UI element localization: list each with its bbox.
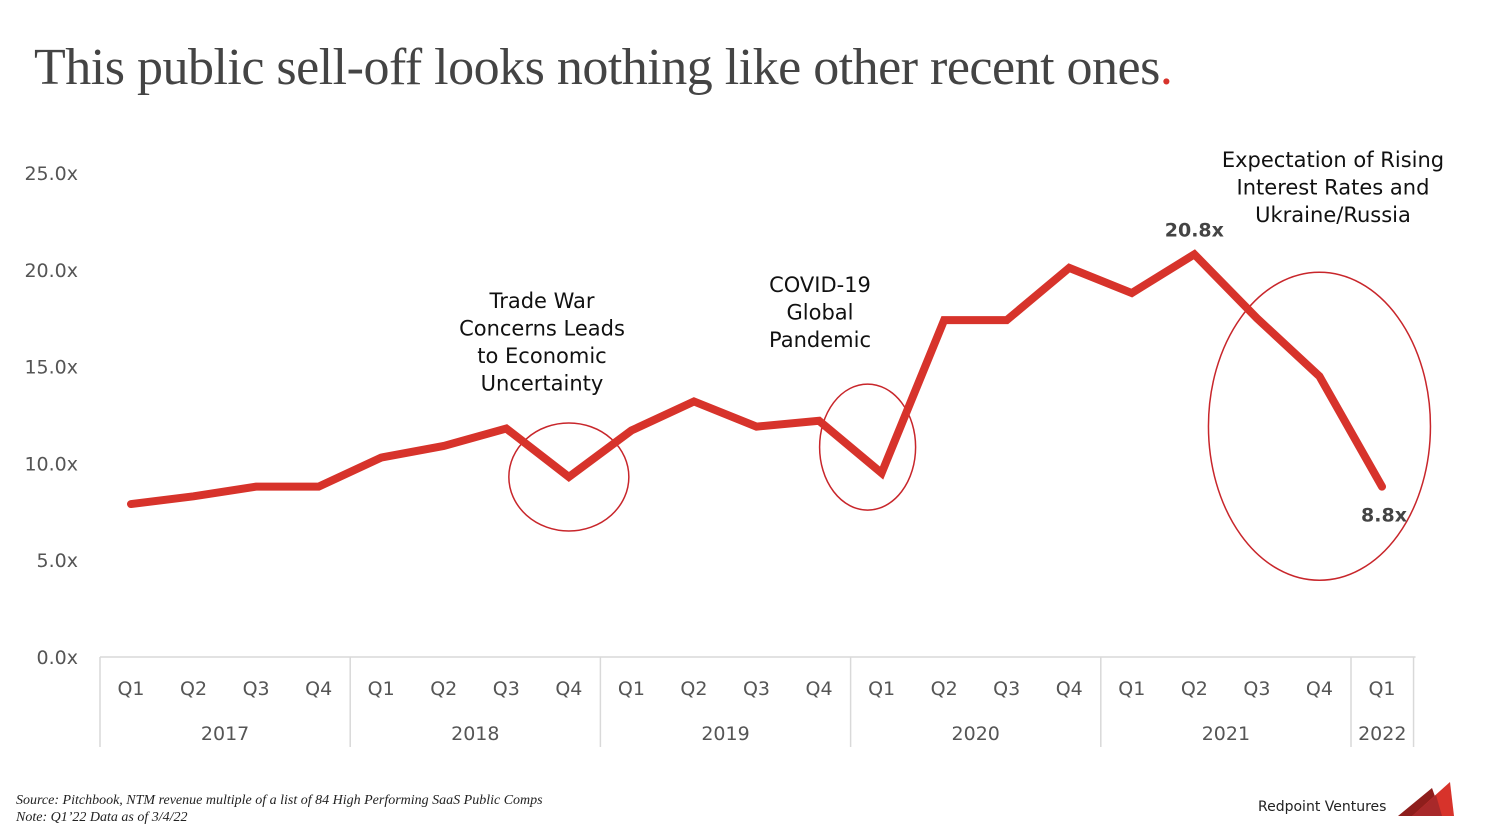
x-tick-label: Q1 xyxy=(1118,678,1145,700)
annotation-text: Expectation of Rising xyxy=(1222,148,1444,172)
x-tick-label: Q3 xyxy=(1243,678,1270,700)
redpoint-logo-icon xyxy=(1398,782,1454,816)
y-axis: 0.0x 5.0x 10.0x 15.0x 20.0x 25.0x xyxy=(24,163,78,669)
year-label: 2017 xyxy=(201,723,249,745)
data-note: Note: Q1’22 Data as of 3/4/22 xyxy=(16,810,188,825)
y-tick-label: 20.0x xyxy=(24,260,78,282)
x-tick-label: Q1 xyxy=(117,678,144,700)
y-tick-label: 0.0x xyxy=(37,647,78,669)
highlight-ellipse xyxy=(508,422,630,532)
annotation-text: Concerns Leads xyxy=(459,317,625,341)
series-line xyxy=(127,249,1386,509)
annotation-text: Interest Rates and xyxy=(1237,176,1430,200)
slide-title-text: This public sell-off looks nothing like … xyxy=(34,39,1160,96)
annotation-text: Uncertainty xyxy=(481,372,604,396)
x-tick-label: Q2 xyxy=(430,678,457,700)
x-tick-label: Q2 xyxy=(931,678,958,700)
x-tick-label: Q3 xyxy=(743,678,770,700)
y-tick-label: 5.0x xyxy=(37,550,78,572)
x-tick-label: Q4 xyxy=(555,678,582,700)
x-tick-label: Q4 xyxy=(1056,678,1083,700)
y-tick-label: 10.0x xyxy=(24,453,78,475)
x-tick-label: Q4 xyxy=(1306,678,1333,700)
data-labels: 20.8x 8.8x xyxy=(1165,219,1407,526)
annotation-text: Ukraine/Russia xyxy=(1255,203,1411,227)
year-label: 2019 xyxy=(701,723,749,745)
year-label: 2022 xyxy=(1358,723,1406,745)
annotation-text: Pandemic xyxy=(769,328,871,352)
x-tick-label: Q1 xyxy=(868,678,895,700)
year-label: 2018 xyxy=(451,723,499,745)
data-label: 8.8x xyxy=(1361,505,1407,527)
x-tick-label: Q3 xyxy=(243,678,270,700)
x-axis: Q1 Q2 Q3 Q4 Q1 Q2 Q3 Q4 Q1 Q2 Q3 Q4 Q1 Q2 Q3 Q4 Q1 Q2 Q3 Q4… xyxy=(99,656,1416,747)
x-tick-label: Q3 xyxy=(993,678,1020,700)
x-tick-label: Q3 xyxy=(493,678,520,700)
annotations: Trade War Concerns Leads to Economic Uncert… xyxy=(459,148,1444,396)
highlight-ellipse xyxy=(818,383,917,511)
year-label: 2021 xyxy=(1202,723,1250,745)
data-label: 20.8x xyxy=(1165,219,1224,241)
y-tick-label: 15.0x xyxy=(24,357,78,379)
x-tick-label: Q1 xyxy=(1368,678,1395,700)
annotation-text: Trade War xyxy=(488,289,594,313)
x-tick-label: Q1 xyxy=(368,678,395,700)
annotation-text: to Economic xyxy=(477,344,606,368)
x-tick-label: Q4 xyxy=(305,678,332,700)
y-tick-label: 25.0x xyxy=(24,163,78,185)
brand-name: Redpoint Ventures xyxy=(1258,799,1387,815)
highlight-ellipse xyxy=(1207,271,1432,582)
series-layer xyxy=(127,249,1386,509)
slide-title: This public sell-off looks nothing like … xyxy=(34,38,1173,97)
highlight-circles xyxy=(508,271,1432,582)
year-label: 2020 xyxy=(952,723,1000,745)
x-tick-label: Q1 xyxy=(618,678,645,700)
footnote: Source: Pitchbook, NTM revenue multiple … xyxy=(16,792,543,826)
x-tick-label: Q2 xyxy=(1181,678,1208,700)
x-tick-label: Q4 xyxy=(806,678,833,700)
annotation-text: Global xyxy=(787,301,854,325)
slide-title-accent: . xyxy=(1159,39,1173,96)
x-tick-label: Q2 xyxy=(180,678,207,700)
source-note: Source: Pitchbook, NTM revenue multiple … xyxy=(16,793,543,808)
annotation-text: COVID-19 xyxy=(769,273,871,297)
x-tick-label: Q2 xyxy=(680,678,707,700)
